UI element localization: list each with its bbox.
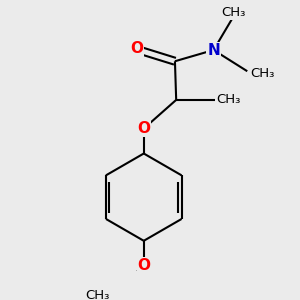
Text: CH₃: CH₃ [221,6,246,19]
Text: CH₃: CH₃ [216,93,241,106]
Text: CH₃: CH₃ [250,67,274,80]
Text: O: O [137,258,150,273]
Text: O: O [130,41,143,56]
Text: N: N [207,43,220,58]
Text: O: O [137,121,150,136]
Text: CH₃: CH₃ [86,289,110,300]
